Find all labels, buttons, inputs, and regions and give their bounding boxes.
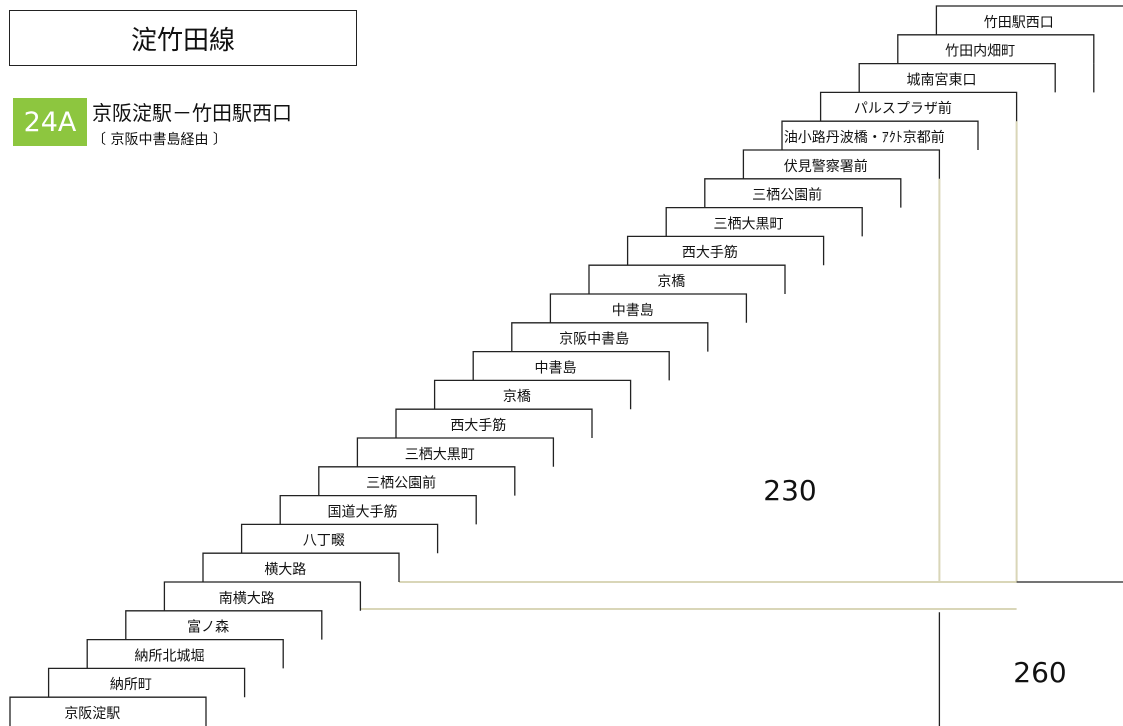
fare-260-label: 260 xyxy=(1013,656,1066,689)
stop-label: 三栖大黒町 xyxy=(714,216,784,232)
stop-label: 納所町 xyxy=(110,677,152,693)
stair-outline xyxy=(819,91,1018,122)
stop-8: 国道大手筋 xyxy=(279,494,477,525)
stop-17: 西大手筋 xyxy=(626,235,825,266)
stair-outline xyxy=(86,638,284,669)
stop-label: 中書島 xyxy=(612,303,654,319)
stop-5: 南横大路 xyxy=(163,581,362,611)
stop-9: 三栖公園前 xyxy=(318,466,516,496)
stop-6: 横大路 xyxy=(202,552,400,582)
stop-20: 伏見警察署前 xyxy=(742,149,941,179)
stop-label: 富ノ森 xyxy=(187,619,229,636)
stop-24: 竹田内畑町 xyxy=(897,34,1095,64)
stop-7: 八丁畷 xyxy=(240,523,439,554)
stop-label: 三栖公園前 xyxy=(752,187,822,204)
line-title: 淀竹田線 xyxy=(9,10,357,66)
stair-outline xyxy=(665,206,863,237)
stop-label: 西大手筋 xyxy=(682,244,738,261)
stop-label: 油小路丹波橋・ｱｸﾄ京都前 xyxy=(784,129,945,146)
stop-15: 中書島 xyxy=(549,293,748,323)
stop-16: 京橋 xyxy=(588,264,786,294)
stop-21: 油小路丹波橋・ｱｸﾄ京都前 xyxy=(781,120,979,150)
stair-outline xyxy=(935,5,1123,35)
stair-outline xyxy=(240,523,439,554)
stop-label: 伏見警察署前 xyxy=(784,158,868,175)
stair-outline xyxy=(9,696,207,726)
stair-outline xyxy=(897,34,1095,64)
route-destination: 京阪淀駅－竹田駅西口 xyxy=(92,101,292,125)
stop-19: 三栖公園前 xyxy=(704,178,902,208)
stair-outline xyxy=(47,667,246,698)
stop-label: 京阪淀駅 xyxy=(64,706,120,722)
stair-outline xyxy=(318,466,516,496)
stop-18: 三栖大黒町 xyxy=(665,206,863,237)
stop-10: 三栖大黒町 xyxy=(356,437,555,467)
stair-outline xyxy=(549,293,748,323)
stair-outline xyxy=(742,149,941,179)
fare-230-label: 230 xyxy=(763,474,816,507)
stair-outline xyxy=(704,178,902,208)
stop-label: 三栖大黒町 xyxy=(405,447,475,463)
stair-outline xyxy=(163,581,362,611)
stop-label: 京橋 xyxy=(503,389,531,405)
stop-3: 納所北城堀 xyxy=(86,638,284,669)
stop-label: 中書島 xyxy=(535,360,577,376)
stair-outline xyxy=(279,494,477,525)
stop-13: 中書島 xyxy=(472,350,670,381)
stair-outline xyxy=(626,235,825,266)
stop-12: 京橋 xyxy=(433,379,632,410)
stair-outline xyxy=(511,322,709,352)
stair-outline xyxy=(588,264,786,294)
stair-outline xyxy=(356,437,555,467)
stop-23: 城南宮東口 xyxy=(858,62,1056,93)
stop-label: 南横大路 xyxy=(219,591,275,607)
stop-label: 八丁畷 xyxy=(303,533,345,549)
stair-outline xyxy=(858,62,1056,93)
stop-14: 京阪中書島 xyxy=(511,322,709,352)
stop-2: 納所町 xyxy=(47,667,246,698)
stop-label: パルスプラザ前 xyxy=(854,100,952,117)
stop-label: 横大路 xyxy=(264,562,306,578)
stop-label: 西大手筋 xyxy=(450,417,506,434)
stop-label: 城南宮東口 xyxy=(907,72,977,88)
stop-label: 国道大手筋 xyxy=(328,503,398,520)
stop-label: 竹田内畑町 xyxy=(945,44,1015,60)
stop-label: 京阪中書島 xyxy=(559,332,629,348)
stair-outline xyxy=(395,408,593,438)
stop-25: 竹田駅西口 xyxy=(935,5,1123,35)
stop-label: 三栖公園前 xyxy=(366,475,436,492)
stop-label: 竹田駅西口 xyxy=(984,15,1054,31)
stair-outline xyxy=(433,379,632,410)
stop-label: 納所北城堀 xyxy=(135,648,205,664)
stop-label: 京橋 xyxy=(657,274,685,290)
stair-outline xyxy=(202,552,400,582)
stop-1: 京阪淀駅 xyxy=(9,696,207,726)
stop-11: 西大手筋 xyxy=(395,408,593,438)
stair-outline xyxy=(781,120,979,150)
stair-outline xyxy=(472,350,670,381)
route-via-note: 〔 京阪中書島経由 〕 xyxy=(92,132,227,148)
stair-outline xyxy=(125,610,323,640)
route-number-badge: 24A xyxy=(13,98,87,146)
stop-22: パルスプラザ前 xyxy=(819,91,1018,122)
stop-4: 富ノ森 xyxy=(125,610,323,640)
